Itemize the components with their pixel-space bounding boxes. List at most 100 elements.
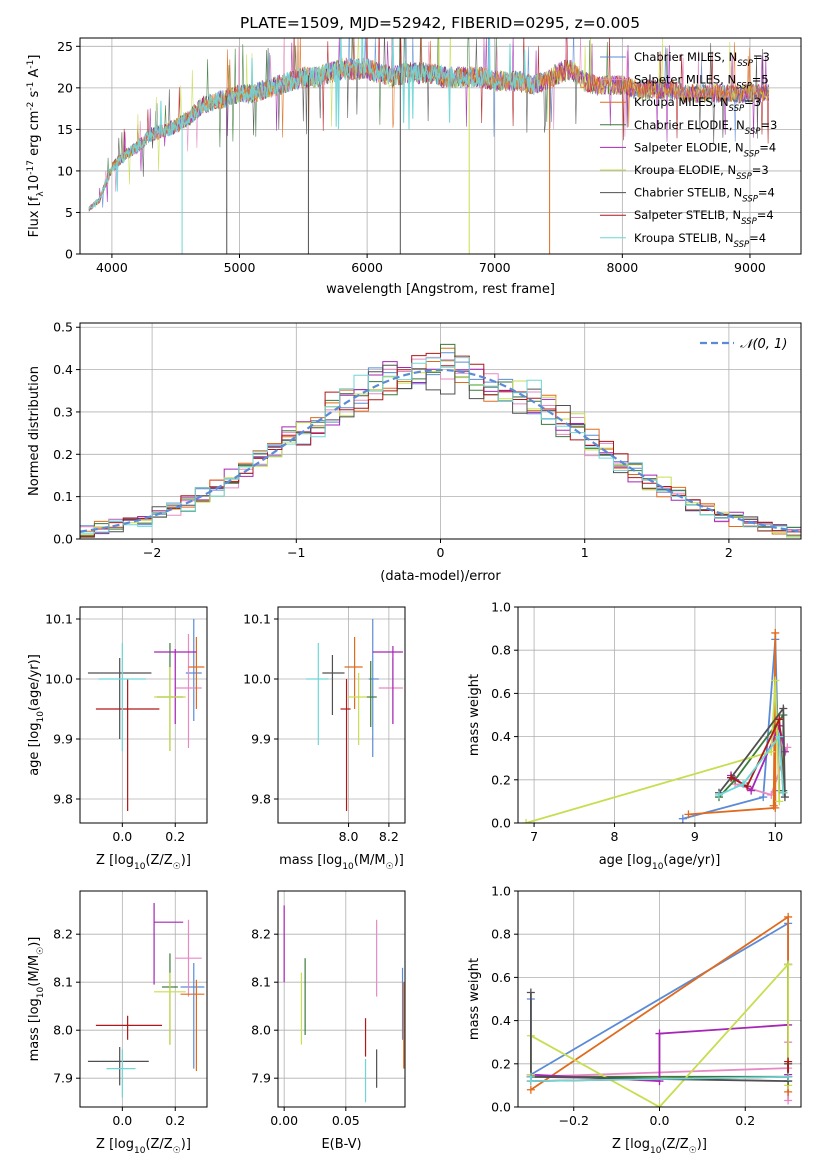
label-part: -2 (26, 102, 36, 111)
y-tick-label: 10.1 (243, 612, 271, 627)
x-axis-label: Z [log10(Z/Z☉)] (96, 853, 191, 872)
weight-series-kroupa-stelib (714, 732, 788, 799)
legend-nssp: =3 (753, 50, 770, 64)
y-tick-label: 0.1 (53, 489, 73, 504)
label-part: )] (697, 1137, 707, 1152)
y-tick-label: 8.0 (53, 1023, 73, 1038)
y-tick-label: 8.0 (251, 1023, 271, 1038)
weight-series-kroupa-elodie (522, 676, 784, 823)
weight-marker (655, 1103, 664, 1107)
label-part: (M/M (354, 853, 386, 868)
x-axis-label: wavelength [Angstrom, rest frame] (326, 282, 555, 297)
label-part: erg cm (27, 111, 42, 160)
spectrum-line-salpeter-miles (88, 38, 770, 211)
errorbar-chabrier-stelib (87, 658, 152, 739)
legend-entry: Chabrier ELODIE, NSSP=3 (634, 118, 777, 137)
label-part: Z [log (612, 1137, 650, 1152)
y-axis-label: mass weight (467, 958, 482, 1040)
x-tick-label: 0.2 (165, 1113, 185, 1128)
label-part: )] (27, 937, 42, 947)
y-tick-label: 9.9 (53, 732, 73, 747)
residuals-panel: −2 −1 0 1 2 0.0 0.1 0.2 0.3 0.4 0.5 (data-model)/er… (27, 320, 802, 584)
y-tick-label: 9.8 (53, 792, 73, 807)
y-axis-label: age [log10(age/yr)] (27, 654, 46, 776)
x-tick-label: 9000 (734, 260, 766, 275)
label-part: ☉ (173, 1146, 181, 1156)
y-tick-label: 0.0 (491, 816, 511, 831)
errorbars (283, 905, 405, 1103)
weight-marker (655, 1029, 664, 1038)
x-tick-label: 7 (530, 829, 538, 844)
weight-marker (526, 1077, 535, 1086)
weight_vs_Z-panel: −0.2 0.0 0.2 0.0 0.2 0.4 0.6 0.8 1.0 Z [log10(Z/Z… (467, 884, 802, 1156)
label-part: (M/M (27, 955, 42, 987)
y-tick-label: 20 (57, 80, 73, 95)
weight-series-kroupa-stelib (526, 1072, 793, 1086)
y-tick-label: 8.2 (251, 927, 271, 942)
figure-title: PLATE=1509, MJD=52942, FIBERID=0295, z=0… (240, 14, 640, 32)
legend-nssp: =4 (757, 208, 774, 222)
label-part: age [log (27, 723, 42, 776)
axes-frame (79, 890, 208, 1108)
x-tick-label: −2 (143, 545, 161, 560)
y-axis-label: mass weight (467, 674, 482, 756)
axes-frame (517, 606, 802, 824)
x-axis-label: Z [log10(Z/Z☉)] (96, 1137, 191, 1156)
label-part: ] (27, 55, 42, 60)
label-part: -1 (26, 60, 36, 69)
weight-marker (775, 715, 784, 724)
histogram-kroupa-stelib (80, 357, 801, 539)
errorbar-kroupa-miles (188, 637, 205, 709)
x-tick-label: 8 (611, 829, 619, 844)
x-axis-label: (data-model)/error (380, 569, 501, 584)
errorbar-salpeter-elodie (372, 646, 403, 724)
errorbar-salpeter-miles (175, 634, 202, 748)
y-tick-label: 25 (57, 39, 73, 54)
legend-sub: SSP (737, 59, 753, 69)
age_vs_mass-panel: 8.0 8.2 9.8 9.9 10.0 10.1 mass [log10(M/M☉)] (243, 606, 406, 872)
x-axis-label: E(B-V) (321, 1137, 361, 1152)
x-tick-label: 9 (691, 829, 699, 844)
legend-name: Salpeter STELIB, N (634, 208, 741, 222)
y-tick-label: 10.1 (45, 612, 73, 627)
y-tick-label: 0.0 (491, 1100, 511, 1115)
y-tick-label: 10.0 (243, 672, 271, 687)
y-tick-label: 0.4 (53, 362, 73, 377)
errorbar-chabrier-elodie (366, 661, 377, 727)
spectrum-line-kroupa-miles (88, 38, 769, 210)
legend-entry: Salpeter STELIB, NSSP=4 (634, 208, 774, 227)
errorbar-kroupa-elodie (348, 673, 367, 745)
x-tick-label: 1 (581, 545, 589, 560)
y-tick-label: 7.9 (53, 1071, 73, 1086)
label-part: (Z/Z (145, 853, 172, 868)
errorbars (87, 619, 205, 811)
label-part: A (27, 69, 42, 82)
errorbar-kroupa-elodie (154, 667, 186, 751)
label-part: (Z/Z (661, 1137, 688, 1152)
x-tick-label: −1 (287, 545, 305, 560)
label-part: -1 (26, 82, 36, 91)
x-tick-label: 0.0 (650, 1113, 670, 1128)
legend-entry: Kroupa STELIB, NSSP=4 (634, 231, 766, 250)
weight-marker (779, 704, 788, 713)
y-tick-label: 0.2 (491, 772, 511, 787)
y-tick-label: 10.0 (45, 672, 73, 687)
y-tick-label: 1.0 (491, 600, 511, 615)
label-part: s (27, 90, 42, 101)
axes-frame (79, 37, 802, 255)
weight-marker (714, 790, 723, 799)
x-tick-label: 6000 (351, 260, 383, 275)
axes-frame (79, 322, 802, 540)
weight-marker (522, 819, 531, 823)
spectrum-lines (88, 38, 770, 254)
errorbar-kroupa-elodie (154, 972, 186, 1045)
label-part: 10 (27, 175, 42, 192)
legend-nssp: =4 (758, 186, 775, 200)
weight-marker (779, 788, 788, 797)
y-tick-label: 5 (65, 205, 73, 220)
legend-name: Kroupa STELIB, N (634, 231, 734, 245)
errorbar-chabrier-miles (180, 963, 205, 1069)
weight-line (682, 639, 781, 820)
